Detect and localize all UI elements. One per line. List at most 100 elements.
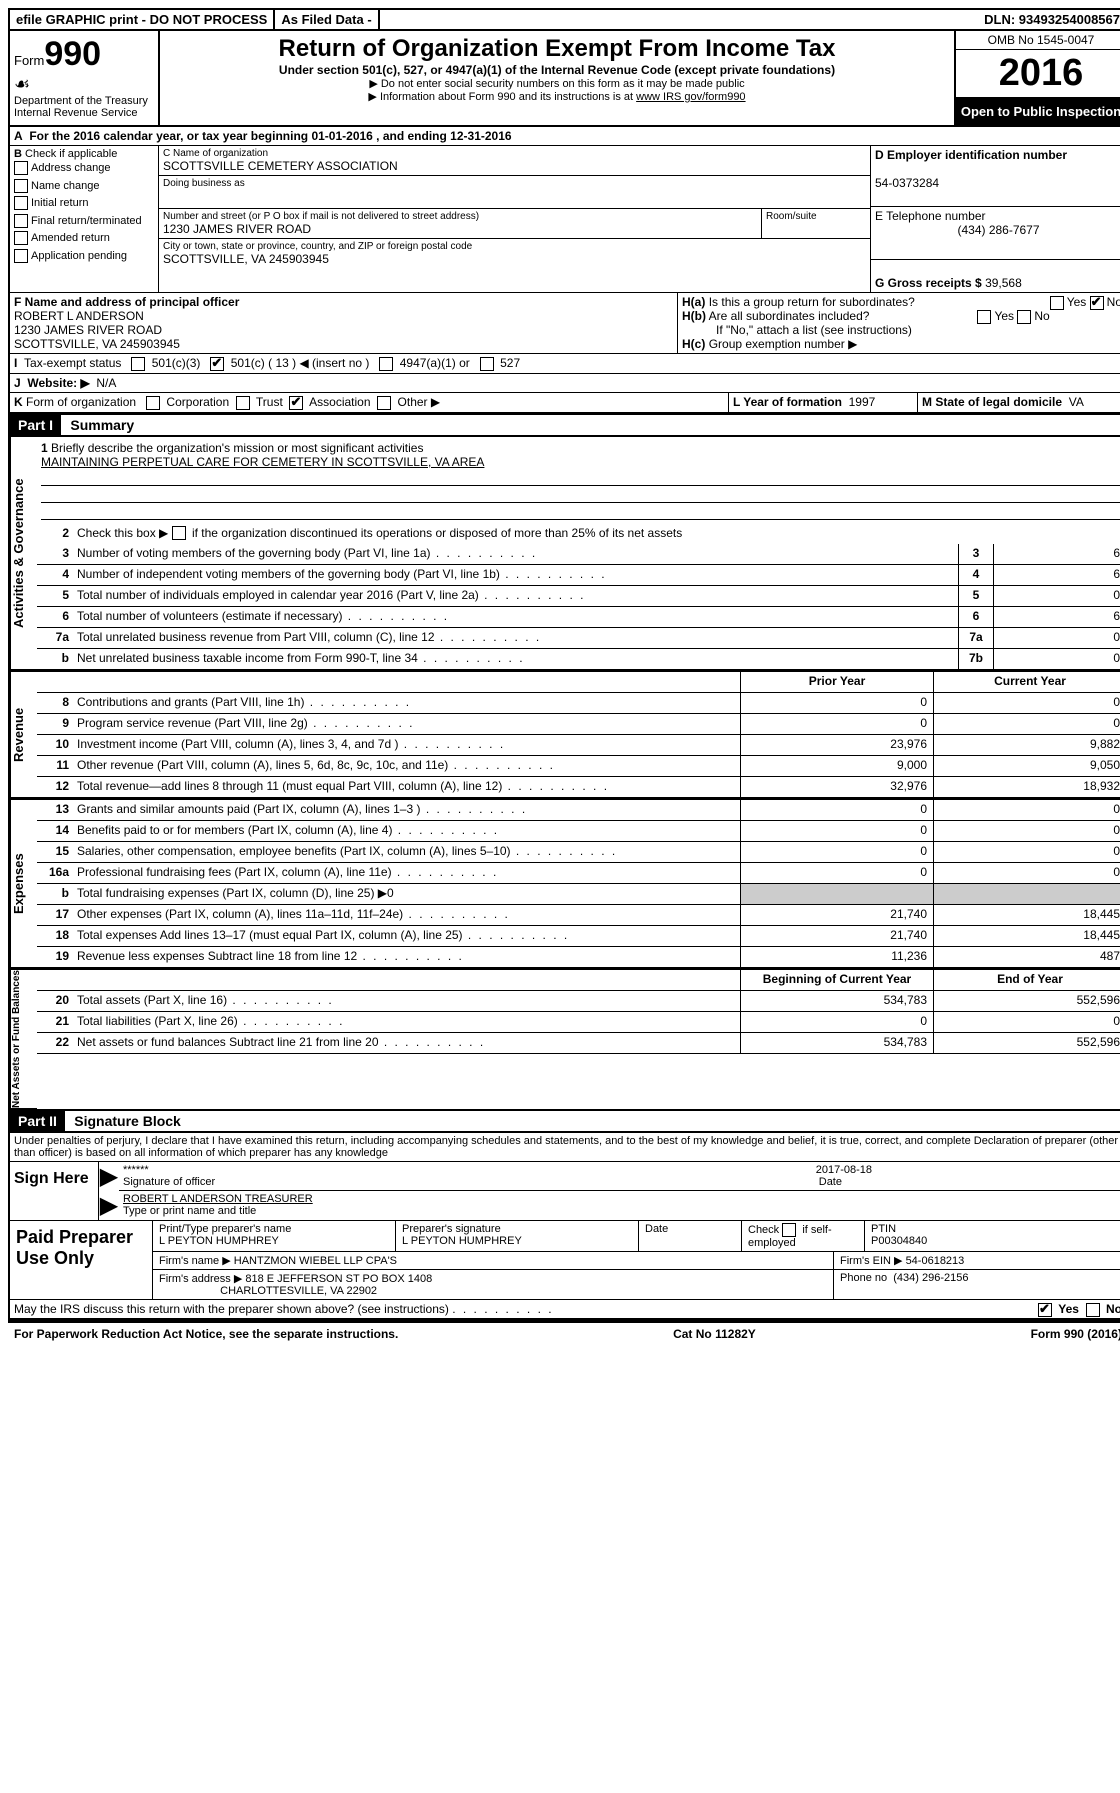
check-corp[interactable] [146, 396, 160, 410]
rev-line-9: 9 Program service revenue (Part VIII, li… [37, 714, 1120, 735]
gross-cell: G Gross receipts $ 39,568 [871, 260, 1120, 292]
col-current: Current Year [933, 672, 1120, 692]
summary-governance: Activities & Governance 1 Briefly descri… [10, 437, 1120, 670]
cat-no: Cat No 11282Y [673, 1327, 756, 1341]
exp-line-13: 13 Grants and similar amounts paid (Part… [37, 800, 1120, 821]
perjury-stmt: Under penalties of perjury, I declare th… [10, 1133, 1120, 1162]
tax-year: 2016 [956, 50, 1120, 98]
gov-line-7b: b Net unrelated business taxable income … [37, 649, 1120, 670]
street-cell: Number and street (or P O box if mail is… [159, 209, 761, 238]
preparer-sig: L PEYTON HUMPHREY [402, 1235, 522, 1247]
check-4947[interactable] [379, 357, 393, 371]
website: N/A [96, 376, 116, 390]
firm-ein: 54-0618213 [906, 1255, 965, 1267]
firm-address: 818 E JEFFERSON ST PO BOX 1408 [245, 1273, 432, 1285]
form-subtitle: Under section 501(c), 527, or 4947(a)(1)… [170, 63, 944, 77]
preparer-name: L PEYTON HUMPHREY [159, 1235, 279, 1247]
discuss-yes[interactable] [1038, 1303, 1052, 1317]
form-990-container: efile GRAPHIC print - DO NOT PROCESS As … [8, 8, 1120, 1321]
check-discontinued[interactable] [172, 526, 186, 540]
sign-here-block: Sign Here ▶ ****** 2017-08-18 Signature … [10, 1162, 1120, 1221]
net-line-22: 22 Net assets or fund balances Subtract … [37, 1033, 1120, 1054]
line-a: A For the 2016 calendar year, or tax yea… [10, 127, 1120, 146]
side-net: Net Assets or Fund Balances [10, 970, 37, 1109]
col-d: D Employer identification number 54-0373… [870, 146, 1120, 292]
check-527[interactable] [480, 357, 494, 371]
discuss-no[interactable] [1086, 1303, 1100, 1317]
top-bar: efile GRAPHIC print - DO NOT PROCESS As … [10, 10, 1120, 31]
dln: DLN: 93493254008567 [978, 10, 1120, 29]
header-center: Return of Organization Exempt From Incom… [160, 31, 954, 125]
header-right: OMB No 1545-0047 2016 Open to Public Ins… [954, 31, 1120, 125]
room-cell: Room/suite [761, 209, 870, 238]
check-trust[interactable] [236, 396, 250, 410]
note-instructions: ▶ Information about Form 990 and its ins… [170, 90, 944, 103]
ha-no[interactable] [1090, 296, 1104, 310]
briefly: 1 Briefly describe the organization's mi… [37, 437, 1120, 524]
state-domicile: M State of legal domicile VA [918, 393, 1120, 412]
part-ii-header: Part II Signature Block [10, 1109, 1120, 1133]
gross-receipts: 39,568 [985, 276, 1022, 290]
omb-number: OMB No 1545-0047 [956, 31, 1120, 50]
exp-line-15: 15 Salaries, other compensation, employe… [37, 842, 1120, 863]
sig-officer: ****** 2017-08-18 Signature of officer D… [119, 1162, 1120, 1191]
exp-line-b: b Total fundraising expenses (Part IX, c… [37, 884, 1120, 905]
sign-here-label: Sign Here [10, 1162, 99, 1220]
net-line-20: 20 Total assets (Part X, line 16) 534,78… [37, 991, 1120, 1012]
paid-preparer-block: Paid Preparer Use Only Print/Type prepar… [10, 1221, 1120, 1300]
mission: MAINTAINING PERPETUAL CARE FOR CEMETERY … [41, 455, 484, 469]
section-b-g: B Check if applicable Address change Nam… [10, 146, 1120, 293]
part-i-header: Part I Summary [10, 413, 1120, 437]
check-self-emp[interactable] [782, 1223, 796, 1237]
dba-cell: Doing business as [159, 176, 870, 209]
gov-line-7a: 7a Total unrelated business revenue from… [37, 628, 1120, 649]
check-name-change[interactable] [14, 179, 28, 193]
officer-city: SCOTTSVILLE, VA 245903945 [14, 337, 180, 351]
irs-label: Internal Revenue Service [14, 107, 154, 119]
rev-line-12: 12 Total revenue—add lines 8 through 11 … [37, 777, 1120, 798]
form-title: Return of Organization Exempt From Incom… [170, 35, 944, 63]
note-ssn: ▶ Do not enter social security numbers o… [170, 77, 944, 90]
gov-line-3: 3 Number of voting members of the govern… [37, 544, 1120, 565]
check-final-return[interactable] [14, 214, 28, 228]
ptin: P00304840 [871, 1235, 927, 1247]
check-initial-return[interactable] [14, 196, 28, 210]
org-name: SCOTTSVILLE CEMETERY ASSOCIATION [163, 159, 866, 173]
side-revenue: Revenue [10, 672, 37, 798]
summary-expenses: Expenses 13 Grants and similar amounts p… [10, 798, 1120, 968]
exp-line-14: 14 Benefits paid to or for members (Part… [37, 821, 1120, 842]
check-501c[interactable] [210, 357, 224, 371]
officer-typed: ROBERT L ANDERSON TREASURER Type or prin… [119, 1191, 1120, 1219]
pra-notice: For Paperwork Reduction Act Notice, see … [14, 1327, 398, 1341]
col-b: B Check if applicable Address change Nam… [10, 146, 159, 292]
col-prior: Prior Year [740, 672, 933, 692]
section-f-h: F Name and address of principal officer … [10, 293, 1120, 354]
street-row: Number and street (or P O box if mail is… [159, 209, 870, 239]
rev-line-8: 8 Contributions and grants (Part VIII, l… [37, 693, 1120, 714]
paid-label: Paid Preparer Use Only [10, 1221, 153, 1299]
check-assoc[interactable] [289, 396, 303, 410]
check-other[interactable] [377, 396, 391, 410]
efile-notice: efile GRAPHIC print - DO NOT PROCESS [10, 10, 275, 29]
city-state-zip: SCOTTSVILLE, VA 245903945 [163, 252, 866, 266]
line-j: J Website: ▶ N/A [10, 374, 1120, 393]
check-501c3[interactable] [131, 357, 145, 371]
check-app-pending[interactable] [14, 249, 28, 263]
officer-street: 1230 JAMES RIVER ROAD [14, 323, 162, 337]
phone-cell: E Telephone number (434) 286-7677 [871, 207, 1120, 260]
side-expenses: Expenses [10, 800, 37, 968]
year-formation: L Year of formation 1997 [729, 393, 918, 412]
net-line-21: 21 Total liabilities (Part X, line 26) 0… [37, 1012, 1120, 1033]
ha-yes[interactable] [1050, 296, 1064, 310]
check-amended[interactable] [14, 231, 28, 245]
as-filed: As Filed Data - [275, 10, 379, 29]
hb-no[interactable] [1017, 310, 1031, 324]
hb-yes[interactable] [977, 310, 991, 324]
firm-name: HANTZMON WIEBEL LLP CPA'S [234, 1255, 397, 1267]
check-address-change[interactable] [14, 161, 28, 175]
org-name-cell: C Name of organization SCOTTSVILLE CEMET… [159, 146, 870, 176]
col-c: C Name of organization SCOTTSVILLE CEMET… [159, 146, 870, 292]
phone: (434) 286-7677 [875, 223, 1120, 237]
gov-line-4: 4 Number of independent voting members o… [37, 565, 1120, 586]
ein-cell: D Employer identification number 54-0373… [871, 146, 1120, 207]
